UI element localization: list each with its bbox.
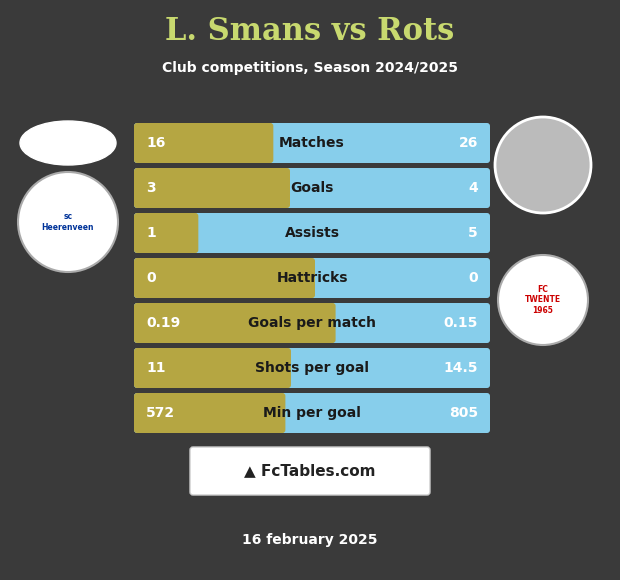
Text: 0.15: 0.15 [444,316,478,330]
FancyBboxPatch shape [134,303,490,343]
FancyBboxPatch shape [190,447,430,495]
Text: ▲ FcTables.com: ▲ FcTables.com [244,463,376,478]
Text: L. Smans vs Rots: L. Smans vs Rots [166,16,454,48]
Text: 16: 16 [146,136,166,150]
Text: 14.5: 14.5 [443,361,478,375]
Text: sc
Heerenveen: sc Heerenveen [42,212,94,231]
Text: FC
TWENTE
1965: FC TWENTE 1965 [525,285,561,315]
Text: 11: 11 [146,361,166,375]
FancyBboxPatch shape [134,393,285,433]
Circle shape [18,172,118,272]
FancyBboxPatch shape [134,213,198,253]
Text: Shots per goal: Shots per goal [255,361,369,375]
Text: 1: 1 [146,226,156,240]
Circle shape [495,117,591,213]
FancyBboxPatch shape [134,348,490,388]
Text: Goals per match: Goals per match [248,316,376,330]
Text: 0.19: 0.19 [146,316,180,330]
Text: 26: 26 [459,136,478,150]
FancyBboxPatch shape [134,168,490,208]
Text: 805: 805 [449,406,478,420]
FancyBboxPatch shape [134,258,490,298]
Text: 0: 0 [146,271,156,285]
Text: Matches: Matches [279,136,345,150]
Text: 0: 0 [468,271,478,285]
FancyBboxPatch shape [134,393,490,433]
FancyBboxPatch shape [134,168,290,208]
Text: 16 february 2025: 16 february 2025 [242,533,378,547]
Text: 5: 5 [468,226,478,240]
Text: Goals: Goals [290,181,334,195]
Text: Min per goal: Min per goal [263,406,361,420]
Circle shape [498,255,588,345]
FancyBboxPatch shape [134,123,490,163]
Text: Assists: Assists [285,226,340,240]
FancyBboxPatch shape [134,348,291,388]
Text: 3: 3 [146,181,156,195]
FancyBboxPatch shape [134,123,273,163]
FancyBboxPatch shape [134,303,335,343]
FancyBboxPatch shape [134,213,490,253]
FancyBboxPatch shape [134,258,315,298]
Text: 572: 572 [146,406,175,420]
Text: Club competitions, Season 2024/2025: Club competitions, Season 2024/2025 [162,61,458,75]
Text: 4: 4 [468,181,478,195]
Ellipse shape [20,121,116,165]
Text: Hattricks: Hattricks [277,271,348,285]
